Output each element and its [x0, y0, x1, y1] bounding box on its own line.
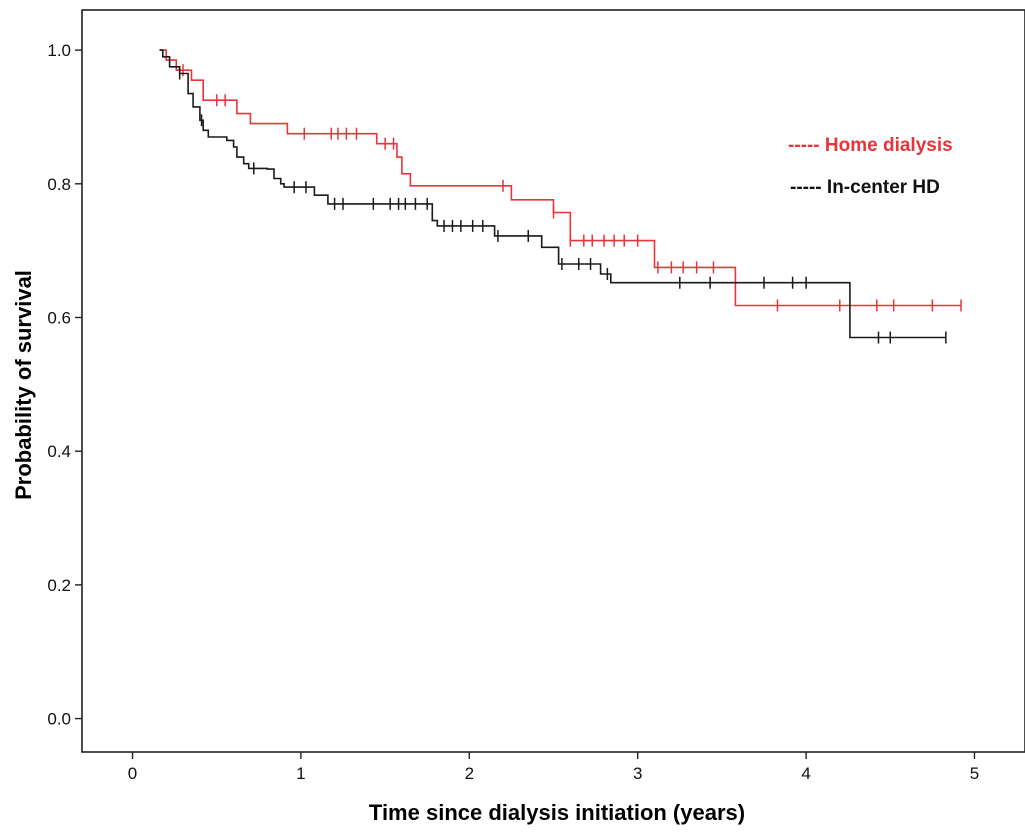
- x-axis-title: Time since dialysis initiation (years): [369, 800, 745, 825]
- x-tick-label: 2: [465, 764, 474, 783]
- series-layer: [159, 49, 962, 344]
- x-tick-label: 0: [128, 764, 137, 783]
- legend: ----- Home dialysis ----- In-center HD: [788, 135, 953, 198]
- y-tick-label: 0.2: [47, 576, 71, 595]
- x-tick-label: 5: [970, 764, 979, 783]
- x-tick-label: 3: [633, 764, 642, 783]
- y-tick-label: 1.0: [47, 41, 71, 60]
- survival-curve-in-center-hd: [159, 49, 946, 339]
- plot-frame: [81, 9, 1025, 753]
- y-tick-label: 0.6: [47, 308, 71, 327]
- legend-entry-in-center-hd: ----- In-center HD: [790, 177, 940, 198]
- y-axis-title: Probability of survival: [11, 270, 36, 500]
- x-tick-label: 4: [801, 764, 810, 783]
- survival-curve-home-dialysis: [159, 49, 961, 307]
- y-axis: 0.0 0.2 0.4 0.6 0.8 1.0: [47, 41, 82, 729]
- y-tick-label: 0.8: [47, 175, 71, 194]
- legend-entry-home-dialysis: ----- Home dialysis: [788, 135, 953, 156]
- series-in-center-hd: [159, 49, 947, 344]
- y-tick-label: 0.0: [47, 710, 71, 729]
- y-tick-label: 0.4: [47, 442, 71, 461]
- x-tick-label: 1: [296, 764, 305, 783]
- plot-border: [81, 9, 1025, 753]
- x-axis: 0 1 2 3 4 5: [128, 752, 979, 783]
